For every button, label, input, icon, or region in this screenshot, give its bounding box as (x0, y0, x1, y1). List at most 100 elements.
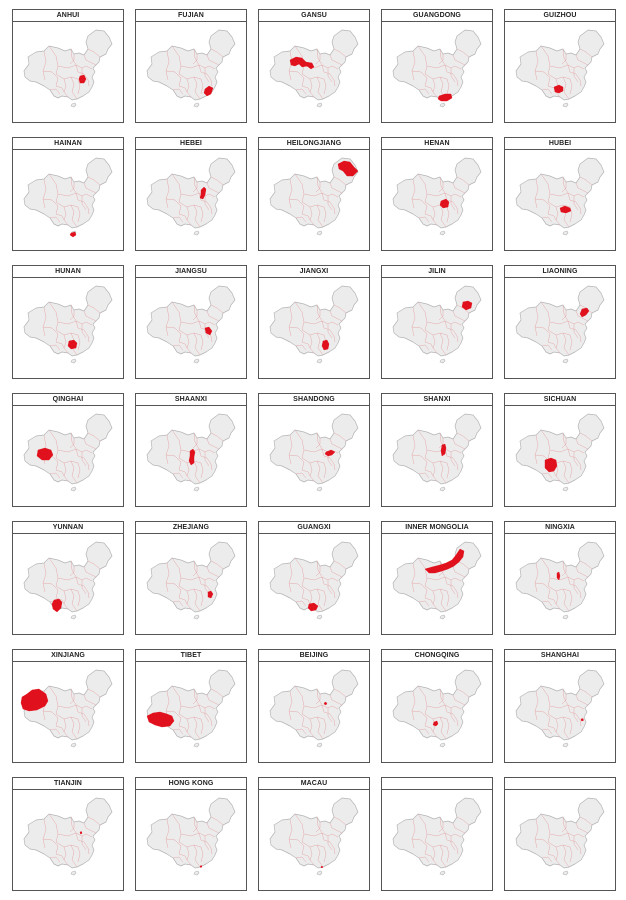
province-border (323, 71, 336, 87)
province-border (562, 688, 571, 713)
province-border (562, 176, 571, 201)
province-border (562, 816, 571, 841)
china-map (16, 664, 120, 760)
province-border (301, 725, 311, 733)
china-outline (515, 413, 605, 485)
province-border (327, 196, 333, 211)
province-border (446, 718, 450, 735)
province-border (316, 332, 324, 356)
china-map-svg (392, 797, 482, 876)
province-border (288, 70, 305, 87)
map-title: QINGHAI (13, 394, 123, 406)
china-map-svg (392, 669, 482, 748)
china-map (16, 792, 120, 888)
highlighted-region-tianjin (79, 831, 83, 835)
province-border (295, 856, 307, 863)
province-border (87, 560, 101, 570)
province-border (75, 448, 93, 454)
province-border (534, 306, 539, 337)
province-border (418, 472, 430, 479)
province-border (418, 88, 430, 95)
province-border (48, 429, 59, 459)
highlighted-region-qinghai (36, 447, 54, 461)
map-title: JILIN (382, 266, 492, 278)
province-border (316, 432, 325, 457)
map-card-sichuan: SICHUAN (504, 393, 616, 507)
china-map (16, 280, 120, 376)
province-border (178, 713, 202, 720)
province-border (192, 822, 198, 833)
province-border (63, 206, 69, 226)
province-border (450, 580, 456, 595)
province-border (75, 320, 93, 326)
province-border (186, 78, 192, 98)
china-map (262, 664, 366, 760)
province-border (569, 846, 573, 863)
province-border (171, 45, 182, 75)
map-title (505, 778, 615, 790)
province-border (303, 192, 323, 197)
province-border (315, 566, 321, 577)
province-border (439, 588, 447, 612)
province-border (301, 841, 325, 848)
province-border (315, 438, 321, 449)
province-border (439, 844, 447, 868)
province-border (172, 344, 184, 351)
province-border (452, 310, 466, 322)
province-border (411, 454, 428, 471)
province-border (426, 832, 446, 837)
china-map-svg (515, 797, 605, 876)
province-border (165, 70, 182, 87)
china-map (139, 24, 243, 120)
province-border (547, 841, 571, 848)
highlighted-region-hubei (559, 205, 572, 214)
province-border (562, 460, 570, 484)
province-border (55, 725, 65, 733)
province-border (75, 192, 93, 198)
province-border (540, 45, 551, 75)
province-border (48, 685, 59, 715)
highlighted-region-yunnan (51, 598, 63, 613)
province-border (315, 310, 321, 321)
hainan-island-outline (70, 614, 77, 620)
province-border (288, 562, 293, 593)
china-map (262, 152, 366, 248)
china-outline (23, 157, 113, 229)
province-border (424, 725, 434, 733)
province-border (541, 88, 553, 95)
province-border (438, 822, 444, 833)
province-border (456, 176, 470, 186)
province-border (446, 462, 450, 479)
province-border (411, 710, 428, 727)
province-border (446, 711, 459, 727)
china-outline (23, 797, 113, 869)
province-border (171, 429, 182, 459)
province-border (204, 324, 210, 339)
province-border (444, 832, 462, 838)
province-border (193, 716, 201, 740)
map-card-inner-mongolia: INNER MONGOLIA (381, 521, 493, 635)
province-border (562, 76, 570, 100)
province-border (418, 728, 430, 735)
province-border (200, 455, 213, 471)
china-map (16, 24, 120, 120)
province-border (424, 341, 434, 349)
province-border (569, 590, 573, 607)
province-border (200, 462, 204, 479)
province-border (411, 818, 416, 849)
province-border (42, 178, 47, 209)
province-border (49, 344, 61, 351)
province-border (567, 832, 585, 838)
province-border (165, 838, 182, 855)
province-border (193, 460, 201, 484)
province-border (534, 690, 539, 721)
china-map (139, 152, 243, 248)
province-border (547, 73, 571, 80)
china-outline (146, 157, 236, 229)
china-map-svg (515, 541, 605, 620)
province-border (55, 713, 79, 720)
province-border (303, 320, 323, 325)
province-border (288, 582, 305, 599)
china-outline (269, 413, 359, 485)
province-border (329, 310, 343, 322)
